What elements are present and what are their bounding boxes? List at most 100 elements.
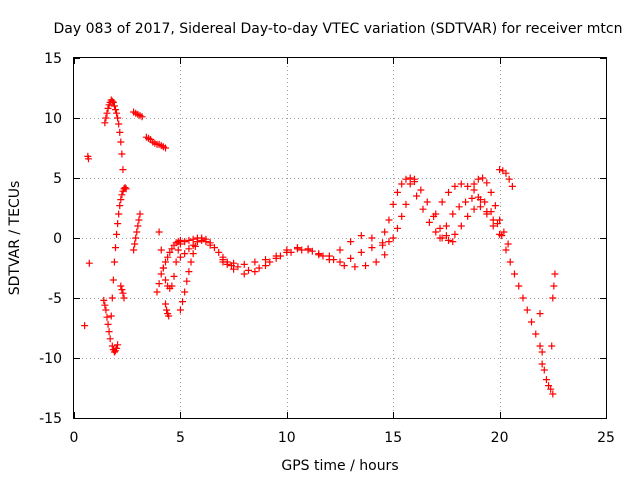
series-g-tail bbox=[536, 310, 557, 398]
data-point bbox=[116, 202, 124, 210]
data-point bbox=[162, 276, 170, 284]
data-point bbox=[455, 203, 463, 211]
data-point bbox=[132, 234, 140, 242]
data-point bbox=[106, 335, 114, 343]
data-point bbox=[107, 312, 115, 320]
data-point bbox=[464, 182, 472, 190]
data-point bbox=[489, 222, 497, 230]
data-point bbox=[402, 175, 410, 183]
data-point bbox=[189, 250, 197, 258]
data-point bbox=[114, 220, 122, 228]
data-point bbox=[487, 188, 495, 196]
data-point bbox=[153, 288, 161, 296]
data-point bbox=[498, 232, 506, 240]
y-tick-label: 15 bbox=[44, 51, 62, 67]
series-f-loop-3 bbox=[445, 203, 497, 244]
data-point bbox=[357, 248, 365, 256]
data-point bbox=[423, 198, 431, 206]
data-point bbox=[206, 241, 214, 249]
data-point bbox=[528, 318, 536, 326]
series-c-mid bbox=[176, 236, 214, 261]
data-point bbox=[176, 306, 184, 314]
x-tick-label: 10 bbox=[278, 430, 296, 446]
data-point bbox=[464, 212, 472, 220]
y-tick-label: 0 bbox=[53, 231, 62, 247]
series-climb bbox=[107, 184, 130, 320]
data-point bbox=[104, 320, 112, 328]
data-point bbox=[523, 306, 531, 314]
data-point bbox=[445, 236, 453, 244]
data-point bbox=[114, 114, 122, 122]
data-point bbox=[117, 282, 125, 290]
data-point bbox=[500, 228, 508, 236]
series-group-b-upper bbox=[130, 108, 170, 152]
data-point bbox=[483, 208, 491, 216]
data-point bbox=[210, 244, 218, 252]
data-point bbox=[159, 264, 167, 272]
data-point bbox=[164, 253, 172, 261]
series-group-b-left bbox=[130, 210, 144, 254]
data-point bbox=[389, 200, 397, 208]
data-point bbox=[202, 238, 210, 246]
data-point bbox=[468, 194, 476, 202]
data-points bbox=[81, 96, 559, 398]
data-point bbox=[410, 178, 418, 186]
data-point bbox=[451, 182, 459, 190]
data-point bbox=[117, 196, 125, 204]
data-point bbox=[491, 202, 499, 210]
data-point bbox=[240, 270, 248, 278]
data-point bbox=[479, 174, 487, 182]
data-point bbox=[474, 175, 482, 183]
data-point bbox=[393, 224, 401, 232]
data-point bbox=[442, 222, 450, 230]
data-point bbox=[515, 282, 523, 290]
y-tick-label: -5 bbox=[48, 291, 62, 307]
data-point bbox=[436, 224, 444, 232]
data-point bbox=[470, 205, 478, 213]
data-point bbox=[381, 228, 389, 236]
data-point bbox=[276, 252, 284, 260]
data-point bbox=[351, 263, 359, 271]
data-point bbox=[548, 342, 556, 350]
data-point bbox=[116, 128, 124, 136]
data-point bbox=[502, 246, 510, 254]
data-point bbox=[536, 310, 544, 318]
data-point bbox=[549, 390, 557, 398]
data-point bbox=[181, 250, 189, 258]
data-point bbox=[101, 301, 109, 309]
data-point bbox=[398, 180, 406, 188]
data-point bbox=[493, 220, 501, 228]
data-point bbox=[547, 385, 555, 393]
data-point bbox=[102, 114, 110, 122]
data-point bbox=[436, 234, 444, 242]
data-point bbox=[506, 258, 514, 266]
data-point bbox=[406, 180, 414, 188]
data-point bbox=[315, 250, 323, 258]
series-group-b-band bbox=[153, 236, 184, 296]
data-point bbox=[108, 342, 116, 350]
data-point bbox=[109, 276, 117, 284]
data-point bbox=[240, 260, 248, 268]
data-point bbox=[347, 254, 355, 262]
data-point bbox=[540, 366, 548, 374]
data-point bbox=[550, 282, 558, 290]
data-point bbox=[176, 253, 184, 261]
series-mid-branch bbox=[117, 282, 128, 302]
y-axis-label: SDTVAR / TECUs bbox=[7, 181, 23, 296]
data-point bbox=[110, 102, 118, 110]
data-point bbox=[372, 258, 380, 266]
series-e-fall-1 bbox=[410, 178, 457, 246]
series-trough bbox=[108, 341, 122, 356]
data-point bbox=[109, 98, 117, 106]
data-point bbox=[101, 119, 109, 127]
data-point bbox=[385, 238, 393, 246]
x-tick-label: 20 bbox=[491, 430, 509, 446]
data-point bbox=[121, 184, 129, 192]
data-point bbox=[336, 258, 344, 266]
data-point bbox=[111, 106, 119, 114]
data-point bbox=[108, 294, 116, 302]
data-point bbox=[298, 246, 306, 254]
data-point bbox=[308, 247, 316, 255]
data-point bbox=[115, 120, 123, 128]
data-point bbox=[362, 262, 370, 270]
